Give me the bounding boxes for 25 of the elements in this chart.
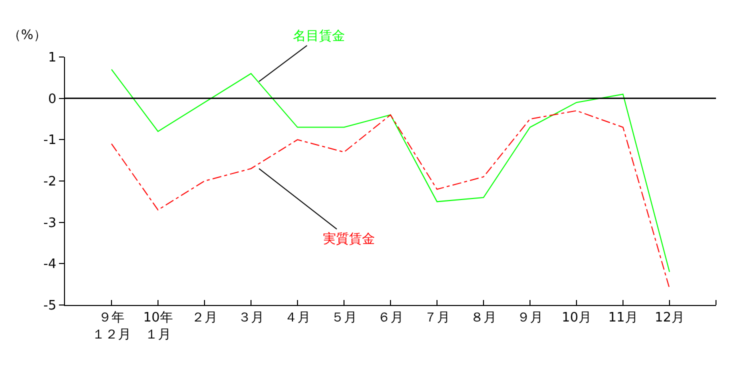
x-tick-label: ５月	[331, 310, 357, 326]
x-tick-label: ４月	[284, 310, 310, 326]
x-tick-label: 12月	[654, 310, 684, 326]
x-tick-label: ８月	[470, 310, 496, 326]
y-tick-label: -2	[43, 174, 56, 190]
x-tick-label: ２月	[192, 310, 218, 326]
y-tick-label: -1	[43, 133, 56, 148]
x-tick-label: ３月	[238, 310, 264, 326]
text: 実質賃金	[323, 231, 375, 247]
y-axis-title: （%）	[8, 28, 46, 43]
y-tick-label: -4	[43, 257, 56, 272]
text: 名目賃金	[293, 29, 345, 44]
line-series	[111, 68, 670, 272]
y-tick-label: 1	[48, 50, 56, 66]
line-series	[111, 110, 670, 289]
x-tick-label: 10年１月	[143, 310, 173, 342]
x-tick-label: 11月	[608, 310, 638, 326]
x-tick-label: ９月	[517, 310, 543, 326]
y-tick-label: -5	[43, 298, 56, 314]
x-tick-label: ６月	[378, 310, 404, 326]
x-tick-label: ７月	[424, 310, 450, 326]
x-tick-label: ９年１２月	[92, 310, 131, 342]
x-tick-label: 10月	[562, 310, 592, 326]
y-tick-label: -3	[43, 216, 56, 231]
y-tick-label: 0	[48, 92, 56, 107]
